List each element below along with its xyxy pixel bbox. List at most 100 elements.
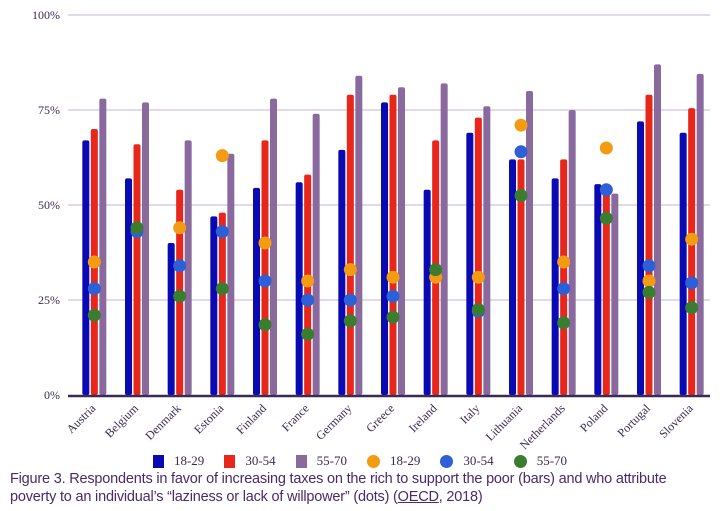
- dot-30-54-austria: [87, 282, 101, 296]
- bar-18-29-france: [295, 182, 303, 395]
- bar-30-54-poland: [602, 184, 610, 395]
- legend-item-bar-30-54: 30-54: [224, 453, 276, 469]
- legend-label: 55-70: [316, 453, 347, 468]
- bar-18-29-lithuania: [509, 159, 516, 395]
- dot-55-70-netherlands: [557, 316, 571, 330]
- bar-55-70-italy: [483, 106, 491, 395]
- bar-55-70-denmark: [184, 140, 192, 395]
- bar-18-29-slovenia: [679, 132, 687, 396]
- bar-30-54-italy: [474, 117, 482, 395]
- dot-30-54-france: [301, 293, 315, 307]
- dot-55-70-portugal: [642, 285, 656, 299]
- dot-18-29-portugal: [642, 274, 656, 288]
- dot-18-29-netherlands: [557, 255, 571, 269]
- dot-30-54-estonia: [215, 225, 229, 239]
- bar-55-70-ireland: [440, 83, 448, 396]
- bar-18-29-italy: [466, 132, 474, 396]
- x-tick-label: Italy: [457, 401, 482, 426]
- dot-30-54-slovenia: [685, 276, 699, 290]
- bar-30-54-belgium: [133, 144, 141, 395]
- legend-swatch-bar-18-29: [152, 454, 164, 468]
- x-tick-label: Ireland: [406, 401, 440, 435]
- bar-55-70-austria: [99, 98, 107, 395]
- dot-55-70-finland: [258, 318, 272, 332]
- bar-30-54-greece: [389, 94, 397, 396]
- bar-55-70-greece: [398, 87, 405, 395]
- bar-18-29-germany: [338, 149, 346, 395]
- bar-55-70-germany: [355, 75, 363, 396]
- bar-55-70-slovenia: [696, 73, 704, 396]
- bar-55-70-finland: [270, 98, 277, 395]
- bar-55-70-netherlands: [568, 110, 576, 395]
- bar-30-54-estonia: [218, 212, 226, 395]
- dot-18-29-estonia: [215, 149, 229, 163]
- y-tick-label: 75%: [38, 103, 60, 117]
- dot-18-29-france: [301, 274, 315, 288]
- dot-55-70-austria: [87, 308, 101, 322]
- chart: 0% 25% 50% 75% 100% Austria Belgium Denmark Est…: [32, 8, 710, 452]
- legend-swatch-bar-55-70: [295, 454, 307, 468]
- dot-18-29-slovenia: [685, 232, 699, 246]
- bar-18-29-poland: [594, 184, 602, 395]
- bar-30-54-lithuania: [517, 159, 525, 395]
- bar-30-54-germany: [346, 94, 354, 396]
- caption-text-end: , 2018): [438, 489, 483, 505]
- legend-label: 30-54: [463, 453, 494, 468]
- dot-55-70-denmark: [173, 289, 187, 303]
- dot-30-54-netherlands: [557, 282, 571, 296]
- source-link[interactable]: OECD: [397, 489, 439, 505]
- x-tick-label: Finland: [233, 401, 269, 437]
- dot-55-70-estonia: [215, 282, 229, 296]
- x-tick-label: Denmark: [142, 401, 183, 442]
- y-tick-label: 0%: [44, 388, 60, 402]
- dot-30-54-germany: [343, 293, 357, 307]
- bars: [82, 64, 704, 396]
- legend-label: 30-54: [245, 453, 276, 468]
- legend-label: 18-29: [173, 453, 205, 468]
- bar-18-29-netherlands: [551, 178, 559, 395]
- bar-18-29-portugal: [637, 121, 644, 396]
- bar-18-29-greece: [381, 102, 388, 396]
- bar-18-29-estonia: [210, 216, 218, 395]
- x-tick-label: Poland: [577, 401, 610, 434]
- legend-item-dot-18-29: 18-29: [367, 453, 420, 469]
- bar-55-70-portugal: [654, 64, 661, 396]
- bar-55-70-estonia: [227, 153, 235, 395]
- x-tick-label: Germany: [313, 401, 354, 442]
- legend-swatch-dot-18-29: [367, 454, 380, 468]
- dot-55-70-slovenia: [685, 301, 699, 315]
- dot-55-70-belgium: [130, 221, 144, 235]
- legend-label: 55-70: [536, 453, 568, 468]
- bar-55-70-belgium: [142, 102, 149, 396]
- y-tick-label: 50%: [38, 198, 60, 212]
- dot-18-29-finland: [258, 236, 272, 250]
- dot-55-70-italy: [471, 303, 485, 316]
- bar-30-54-netherlands: [560, 159, 568, 395]
- bar-18-29-ireland: [423, 189, 431, 395]
- dot-55-70-germany: [343, 314, 357, 328]
- bar-55-70-france: [312, 113, 320, 396]
- dot-18-29-greece: [386, 270, 400, 284]
- dot-55-70-poland: [599, 211, 613, 225]
- dot-30-54-denmark: [173, 259, 187, 273]
- x-tick-label: Austria: [64, 401, 99, 436]
- legend-label: 18-29: [390, 453, 421, 468]
- dot-30-54-greece: [386, 289, 400, 303]
- x-tick-label: France: [279, 401, 312, 434]
- dot-18-29-denmark: [173, 221, 187, 235]
- legend-swatch-dot-55-70: [513, 454, 527, 468]
- x-tick-label: Belgium: [102, 401, 142, 441]
- x-tick-label: Lithuania: [483, 401, 526, 444]
- dot-30-54-finland: [258, 274, 272, 288]
- bar-30-54-slovenia: [688, 108, 696, 395]
- legend-item-bar-55-70: 55-70: [295, 453, 347, 469]
- dot-18-29-lithuania: [514, 118, 528, 132]
- legend-item-dot-55-70: 55-70: [513, 453, 568, 469]
- bar-18-29-finland: [253, 187, 260, 395]
- dot-55-70-greece: [386, 310, 400, 324]
- y-axis-ticks: 0% 25% 50% 75% 100%: [32, 8, 60, 402]
- bar-30-54-portugal: [645, 94, 653, 396]
- legend-item-bar-18-29: 18-29: [152, 453, 205, 469]
- x-tick-label: Slovenia: [656, 401, 696, 441]
- figure-caption: Figure 3. Respondents in favor of increa…: [10, 470, 715, 506]
